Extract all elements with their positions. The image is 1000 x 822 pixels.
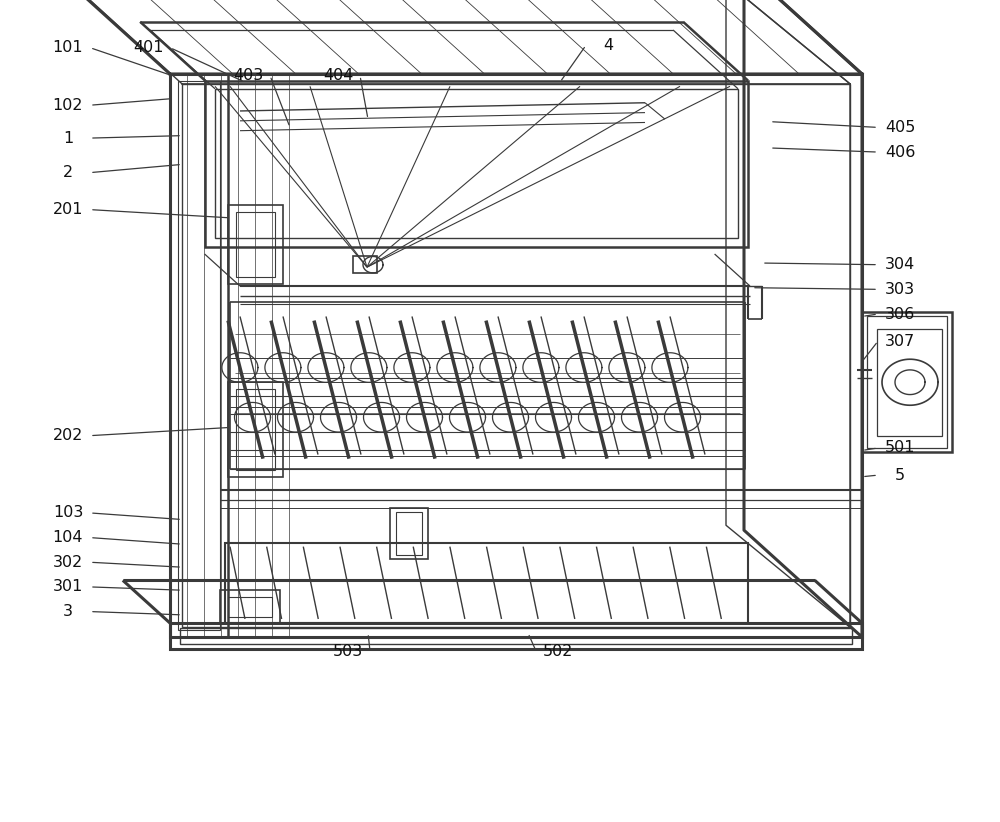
Bar bbox=[225, 543, 748, 623]
Bar bbox=[170, 623, 862, 649]
Bar bbox=[215, 89, 738, 238]
Bar bbox=[228, 597, 272, 616]
Bar bbox=[170, 74, 862, 637]
Bar bbox=[182, 84, 850, 627]
Bar bbox=[180, 628, 852, 644]
Text: 401: 401 bbox=[133, 40, 163, 55]
Bar bbox=[170, 74, 228, 637]
Text: 201: 201 bbox=[53, 202, 83, 217]
Text: 5: 5 bbox=[895, 468, 905, 483]
Text: 4: 4 bbox=[603, 38, 613, 53]
Text: 103: 103 bbox=[53, 506, 83, 520]
Text: 405: 405 bbox=[885, 120, 915, 135]
Text: 202: 202 bbox=[53, 428, 83, 443]
Bar bbox=[205, 81, 748, 247]
Text: 503: 503 bbox=[333, 644, 363, 658]
Text: 406: 406 bbox=[885, 145, 915, 159]
Bar bbox=[228, 382, 283, 477]
Text: 301: 301 bbox=[53, 580, 83, 594]
Bar bbox=[236, 212, 275, 277]
Bar bbox=[867, 316, 947, 448]
Text: 102: 102 bbox=[53, 98, 83, 113]
Text: 104: 104 bbox=[53, 530, 83, 545]
Text: 304: 304 bbox=[885, 257, 915, 272]
Text: 501: 501 bbox=[885, 441, 915, 455]
Bar bbox=[220, 590, 280, 623]
Text: 101: 101 bbox=[53, 40, 83, 55]
Text: 307: 307 bbox=[885, 334, 915, 349]
Bar bbox=[353, 256, 377, 273]
Text: 303: 303 bbox=[885, 282, 915, 297]
Bar bbox=[390, 508, 428, 559]
Bar bbox=[178, 81, 220, 630]
Bar bbox=[228, 206, 283, 284]
Text: 306: 306 bbox=[885, 307, 915, 321]
Bar bbox=[862, 312, 952, 452]
Bar bbox=[877, 329, 942, 436]
Text: 1: 1 bbox=[63, 131, 73, 145]
Text: 302: 302 bbox=[53, 555, 83, 570]
Bar bbox=[396, 512, 422, 555]
Text: 502: 502 bbox=[543, 644, 573, 658]
Text: 403: 403 bbox=[233, 68, 263, 83]
Text: 2: 2 bbox=[63, 165, 73, 180]
Text: 3: 3 bbox=[63, 604, 73, 619]
Bar bbox=[236, 389, 275, 470]
Text: 404: 404 bbox=[323, 68, 353, 83]
